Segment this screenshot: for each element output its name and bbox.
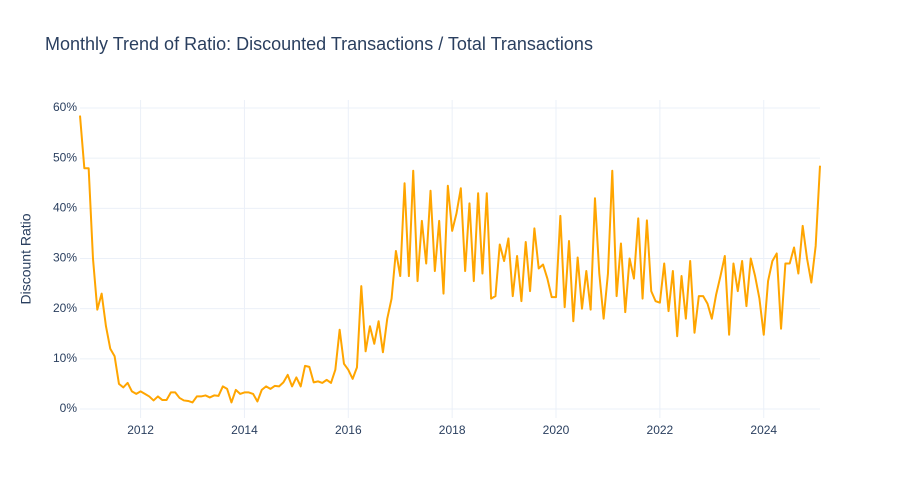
chart-title: Monthly Trend of Ratio: Discounted Trans… bbox=[45, 34, 593, 54]
x-tick-label: 2020 bbox=[543, 423, 570, 437]
y-tick-label: 30% bbox=[53, 251, 77, 265]
y-tick-label: 50% bbox=[53, 150, 77, 164]
x-tick-label: 2016 bbox=[335, 423, 362, 437]
y-tick-label: 10% bbox=[53, 351, 77, 365]
y-axis-label: Discount Ratio bbox=[18, 213, 34, 304]
y-tick-label: 40% bbox=[53, 201, 77, 215]
y-tick-label: 60% bbox=[53, 100, 77, 114]
x-tick-label: 2022 bbox=[647, 423, 674, 437]
y-tick-label: 0% bbox=[60, 401, 78, 415]
y-tick-label: 20% bbox=[53, 301, 77, 315]
x-tick-label: 2018 bbox=[439, 423, 466, 437]
data-line bbox=[79, 115, 821, 404]
x-tick-label: 2024 bbox=[750, 423, 777, 437]
x-tick-label: 2014 bbox=[231, 423, 258, 437]
x-tick-label: 2012 bbox=[127, 423, 154, 437]
